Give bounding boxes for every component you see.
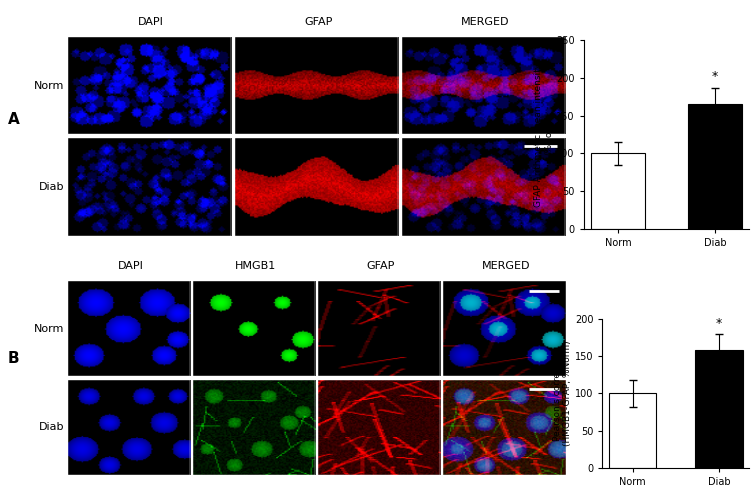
- Text: MERGED: MERGED: [461, 17, 509, 27]
- Text: Norm: Norm: [34, 81, 64, 91]
- Text: *: *: [712, 70, 718, 83]
- Bar: [695, 350, 742, 468]
- Bar: [591, 153, 645, 229]
- Y-axis label: GFAP Arithmetic mean intensity
(%Norm): GFAP Arithmetic mean intensity (%Norm): [534, 62, 553, 207]
- Text: GFAP: GFAP: [304, 17, 332, 27]
- Text: Diab: Diab: [38, 422, 64, 432]
- Text: A: A: [8, 112, 20, 127]
- Text: Diab: Diab: [38, 182, 64, 192]
- Text: GFAP: GFAP: [367, 261, 395, 271]
- Text: MERGED: MERGED: [482, 261, 530, 271]
- Text: *: *: [716, 317, 722, 330]
- Y-axis label: Pearson's correlation
(HMGB1-GFAP, %Norm): Pearson's correlation (HMGB1-GFAP, %Norm…: [553, 341, 572, 446]
- Bar: [688, 104, 742, 229]
- Text: B: B: [8, 351, 19, 366]
- Bar: [609, 393, 657, 468]
- Text: HMGB1: HMGB1: [235, 261, 276, 271]
- Text: DAPI: DAPI: [139, 17, 164, 27]
- Text: Norm: Norm: [34, 324, 64, 334]
- Text: DAPI: DAPI: [117, 261, 143, 271]
